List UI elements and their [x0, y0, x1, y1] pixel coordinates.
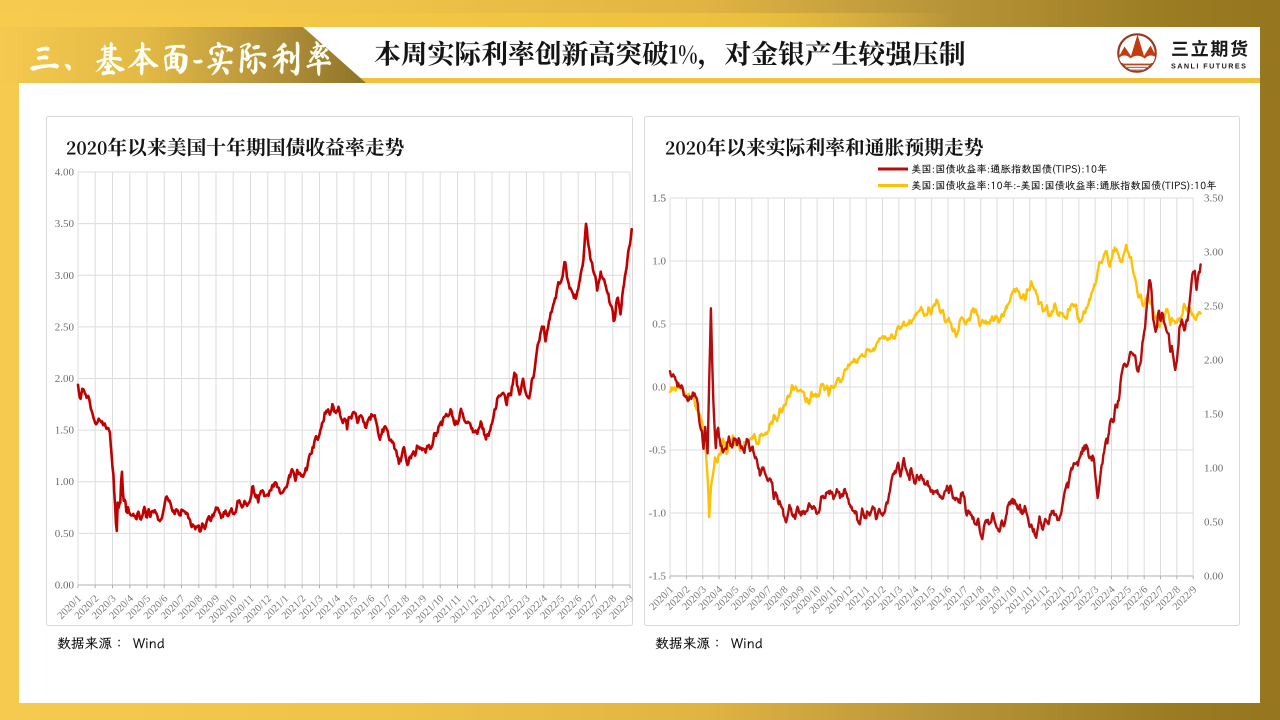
svg-text:2.50: 2.50	[55, 321, 75, 333]
svg-text:2.50: 2.50	[1204, 301, 1224, 313]
svg-text:0.50: 0.50	[55, 528, 75, 540]
svg-text:1.5: 1.5	[652, 193, 666, 205]
svg-text:0.00: 0.00	[1204, 571, 1224, 583]
svg-text:1.50: 1.50	[55, 425, 75, 437]
svg-text:-1.5: -1.5	[649, 571, 667, 583]
svg-text:1.5: 1.5	[652, 193, 666, 205]
svg-text:0.5: 0.5	[652, 319, 666, 331]
svg-text:0.50: 0.50	[1204, 517, 1224, 529]
svg-text:2.00: 2.00	[55, 373, 75, 385]
svg-text:3.00: 3.00	[55, 270, 75, 282]
svg-text:1.0: 1.0	[652, 256, 666, 268]
svg-text:1.00: 1.00	[1204, 463, 1224, 475]
svg-text:4.00: 4.00	[55, 167, 75, 179]
svg-text:3.00: 3.00	[1204, 247, 1224, 259]
svg-text:3.50: 3.50	[1204, 193, 1224, 205]
svg-text:-1.0: -1.0	[649, 508, 667, 520]
svg-text:2.00: 2.00	[1204, 355, 1224, 367]
svg-text:-0.5: -0.5	[649, 445, 667, 457]
svg-text:3.50: 3.50	[55, 218, 75, 230]
svg-text:0.00: 0.00	[55, 580, 75, 592]
svg-text:0.0: 0.0	[652, 382, 666, 394]
svg-text:1.00: 1.00	[55, 476, 75, 488]
svg-text:1.50: 1.50	[1204, 409, 1224, 421]
svg-text:SANLI FUTURES: SANLI FUTURES	[1171, 61, 1247, 70]
